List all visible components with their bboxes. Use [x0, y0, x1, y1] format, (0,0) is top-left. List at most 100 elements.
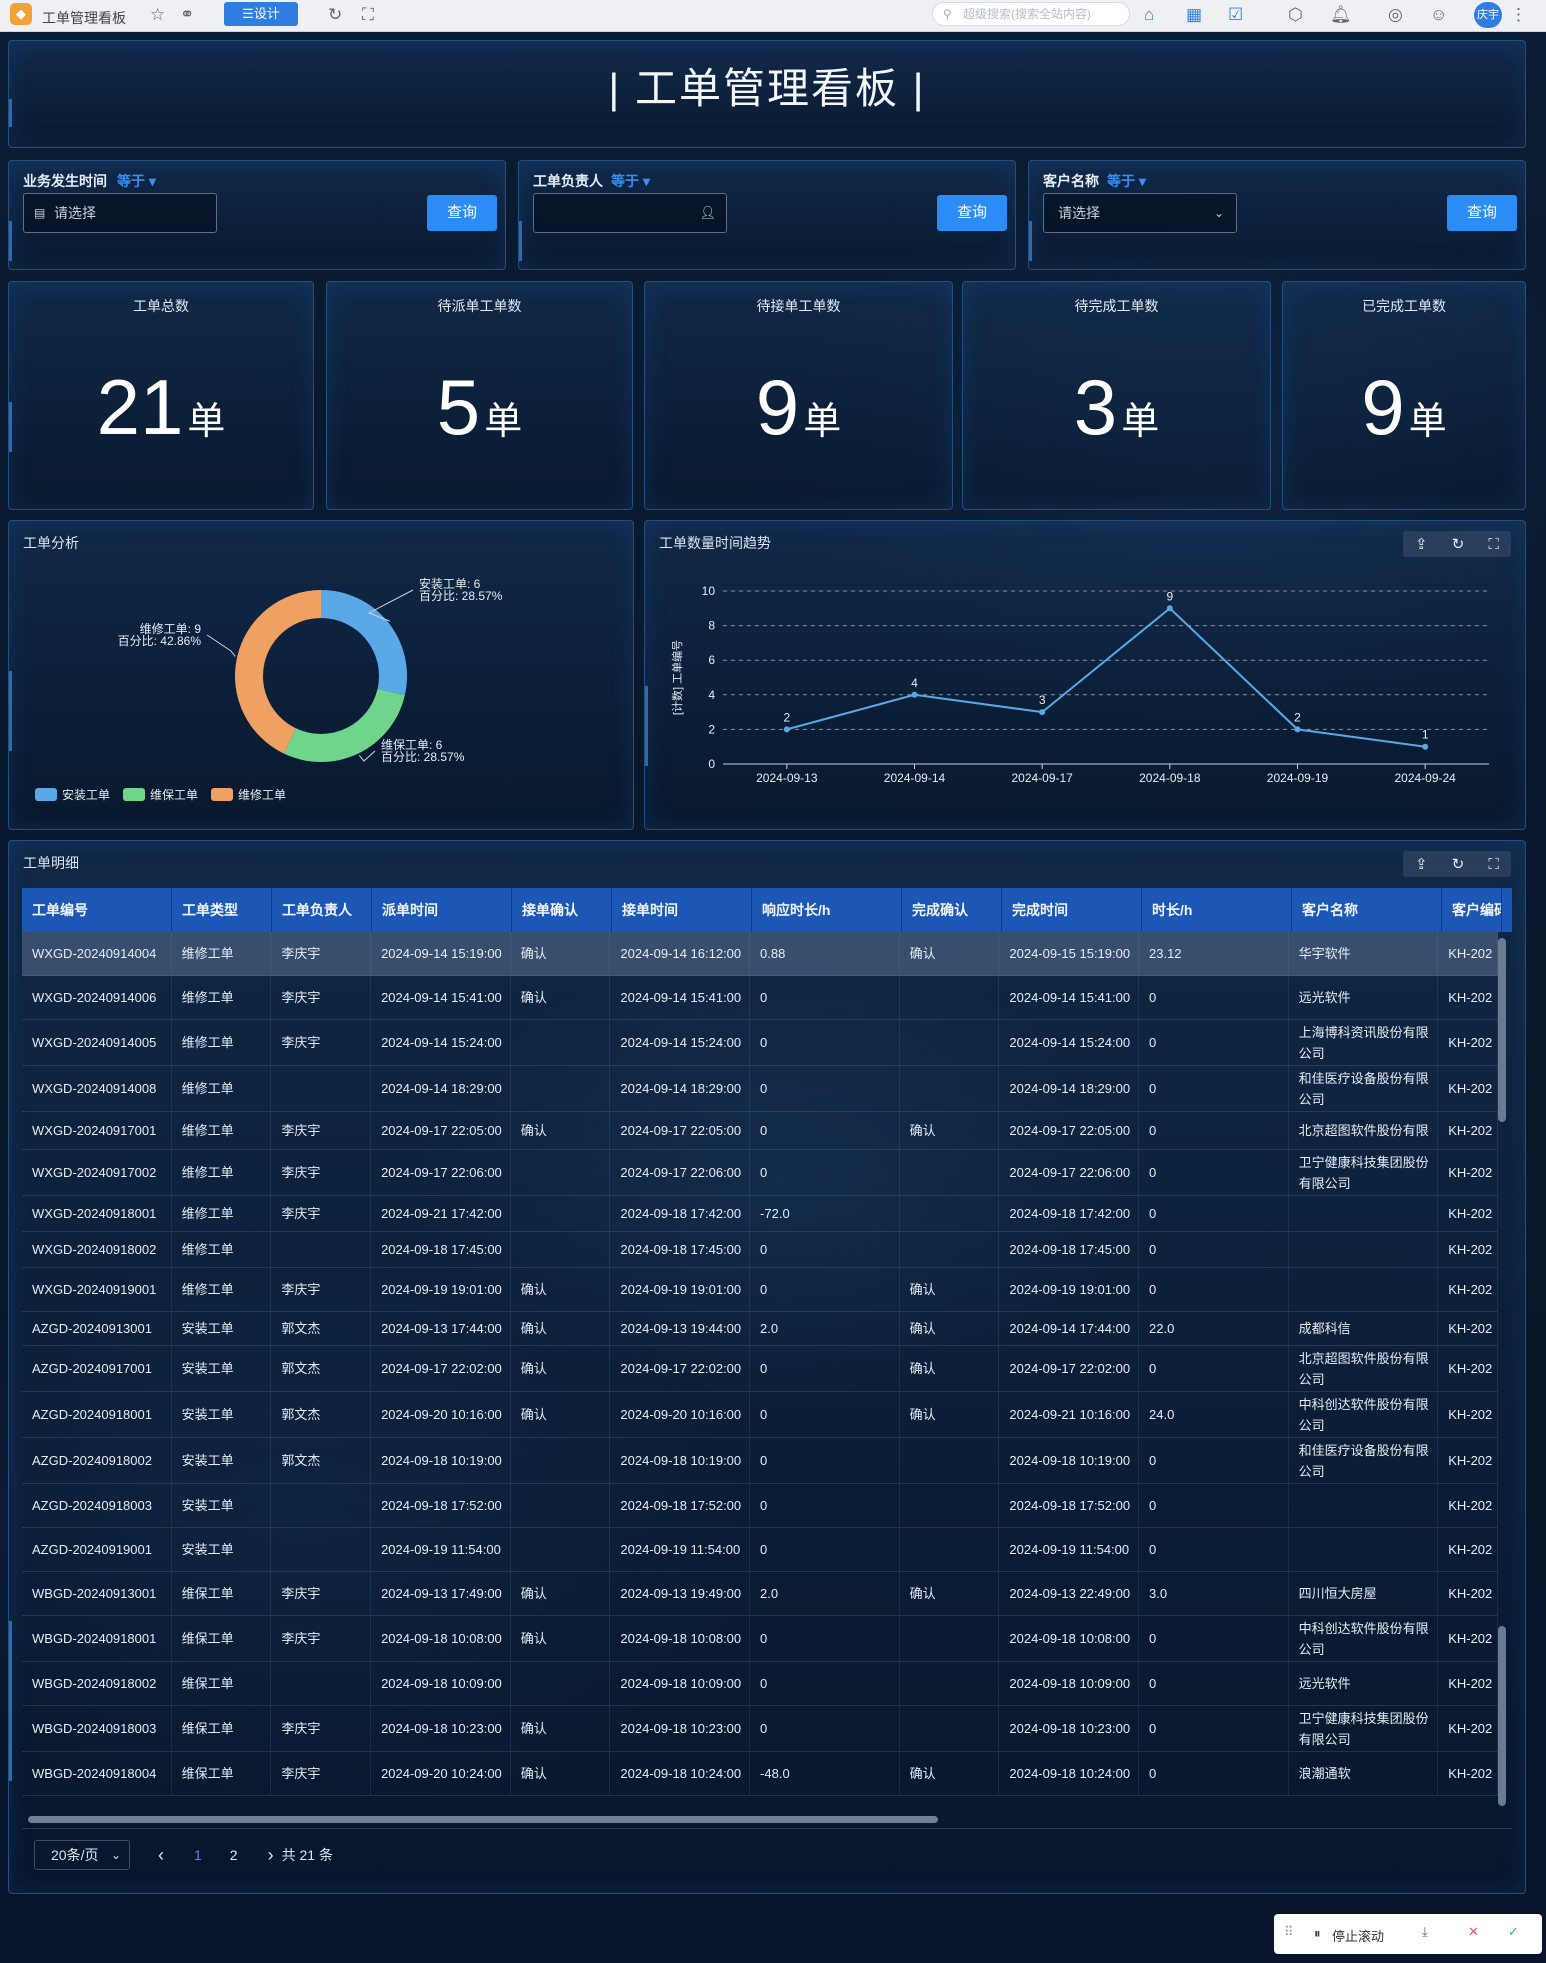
- table-row[interactable]: AZGD-20240917001 安装工单 郭文杰 2024-09-17 22:02:…: [22, 1346, 1499, 1392]
- table-row[interactable]: WXGD-20240914004 维修工单 李庆宇 2024-09-14 15:19:…: [22, 932, 1499, 976]
- legend-label[interactable]: 维保工单: [150, 788, 198, 802]
- table-row[interactable]: AZGD-20240918002 安装工单 郭文杰 2024-09-18 10:19:…: [22, 1438, 1499, 1484]
- star-icon[interactable]: ☆: [150, 5, 166, 24]
- data-point[interactable]: [783, 726, 790, 733]
- vertical-scrollbar[interactable]: [1498, 938, 1506, 1122]
- table-row[interactable]: WXGD-20240917001 维修工单 李庆宇 2024-09-17 22:05:…: [22, 1112, 1499, 1150]
- bell-icon[interactable]: 🔔︎: [1330, 5, 1352, 24]
- download-icon[interactable]: ⤓: [1422, 1924, 1428, 1939]
- table-row[interactable]: AZGD-20240918003 安装工单 2024-09-18 17:52:00 2…: [22, 1484, 1499, 1528]
- vertical-scrollbar-lower[interactable]: [1498, 1626, 1506, 1806]
- query-button[interactable]: 查询: [937, 195, 1007, 231]
- horizontal-scrollbar[interactable]: [28, 1816, 938, 1823]
- next-page-button[interactable]: ›: [267, 1844, 274, 1865]
- column-header[interactable]: 接单确认: [512, 888, 612, 932]
- customer-select[interactable]: 请选择 ⌄: [1043, 193, 1237, 233]
- page-1-button[interactable]: 1: [194, 1847, 202, 1863]
- legend-swatch[interactable]: [123, 788, 145, 801]
- table-cell: [511, 1020, 611, 1065]
- apps-icon[interactable]: ▦: [1186, 5, 1203, 24]
- table-row[interactable]: WBGD-20240918004 维保工单 李庆宇 2024-09-20 10:24:…: [22, 1752, 1499, 1796]
- query-button[interactable]: 查询: [1447, 195, 1517, 231]
- table-row[interactable]: WXGD-20240919001 维修工单 李庆宇 2024-09-19 19:01:…: [22, 1268, 1499, 1312]
- close-icon[interactable]: ✕: [1468, 1924, 1479, 1939]
- data-point[interactable]: [1294, 726, 1301, 733]
- pause-icon[interactable]: ⏸︎: [1314, 1926, 1321, 1941]
- table-row[interactable]: WXGD-20240917002 维修工单 李庆宇 2024-09-17 22:06:…: [22, 1150, 1499, 1196]
- cell-text: 卫宁健康科技集团股份有限公司: [1298, 1154, 1429, 1191]
- home-icon[interactable]: ⌂: [1144, 5, 1155, 24]
- link-icon[interactable]: ⚭: [180, 5, 195, 24]
- table-row[interactable]: WBGD-20240918002 维保工单 2024-09-18 10:09:00 2…: [22, 1662, 1499, 1706]
- column-header[interactable]: 完成确认: [902, 888, 1002, 932]
- column-header[interactable]: 工单负责人: [272, 888, 372, 932]
- global-search-input[interactable]: ⚲ 超级搜索(搜索全站内容): [932, 2, 1130, 26]
- export-icon[interactable]: ⇪: [1415, 536, 1428, 553]
- filter-operator[interactable]: 等于 ▾: [611, 173, 650, 189]
- data-point[interactable]: [1039, 709, 1046, 716]
- table-row[interactable]: WBGD-20240913001 维保工单 李庆宇 2024-09-13 17:49:…: [22, 1572, 1499, 1616]
- column-header[interactable]: 客户编码: [1442, 888, 1502, 932]
- owner-input[interactable]: 👤︎: [533, 193, 727, 233]
- table-cell: 2024-09-18 10:09:00: [999, 1662, 1139, 1705]
- data-point[interactable]: [911, 691, 918, 698]
- data-point[interactable]: [1422, 743, 1429, 750]
- more-icon[interactable]: ⋮: [1510, 5, 1527, 24]
- page-2-button[interactable]: 2: [229, 1847, 238, 1863]
- cell-text: WXGD-20240917001: [32, 1123, 157, 1138]
- table-row[interactable]: AZGD-20240918001 安装工单 郭文杰 2024-09-20 10:16:…: [22, 1392, 1499, 1438]
- user-icon[interactable]: ☺: [1430, 5, 1448, 24]
- table-row[interactable]: WXGD-20240914006 维修工单 李庆宇 2024-09-14 15:41:…: [22, 976, 1499, 1020]
- column-header[interactable]: 工单编号: [22, 888, 172, 932]
- column-header[interactable]: 客户名称: [1292, 888, 1442, 932]
- legend-label[interactable]: 安装工单: [62, 787, 110, 802]
- page-size-select[interactable]: 20条/页 ⌄: [34, 1840, 130, 1870]
- column-header[interactable]: 接单时间: [612, 888, 752, 932]
- fullscreen-icon[interactable]: ⛶: [362, 5, 374, 24]
- export-icon[interactable]: ⇪: [1415, 856, 1428, 873]
- column-header[interactable]: 完成时间: [1002, 888, 1142, 932]
- kpi-value: 21 单: [9, 362, 313, 453]
- data-point[interactable]: [1166, 605, 1173, 612]
- check-icon[interactable]: ✓: [1508, 1924, 1519, 1939]
- table-row[interactable]: AZGD-20240913001 安装工单 郭文杰 2024-09-13 17:44:…: [22, 1312, 1499, 1346]
- column-header[interactable]: 派单时间: [372, 888, 512, 932]
- design-button[interactable]: ☰设计: [224, 2, 298, 26]
- task-icon[interactable]: ☑: [1228, 5, 1244, 24]
- refresh-icon[interactable]: ↻: [1451, 536, 1465, 553]
- table-row[interactable]: WXGD-20240918002 维修工单 2024-09-18 17:45:00 2…: [22, 1232, 1499, 1268]
- donut-slice-3[interactable]: [235, 590, 321, 754]
- column-header[interactable]: 响应时长/h: [752, 888, 902, 932]
- table-row[interactable]: WBGD-20240918001 维保工单 李庆宇 2024-09-18 10:08:…: [22, 1616, 1499, 1662]
- legend-swatch[interactable]: [35, 788, 57, 801]
- user-picker-icon[interactable]: 👤︎: [699, 205, 716, 220]
- legend-label[interactable]: 维修工单: [238, 787, 286, 802]
- table-row[interactable]: AZGD-20240919001 安装工单 2024-09-19 11:54:00 2…: [22, 1528, 1499, 1572]
- table-row[interactable]: WXGD-20240918001 维修工单 李庆宇 2024-09-21 17:42:…: [22, 1196, 1499, 1232]
- column-header[interactable]: 时长/h: [1142, 888, 1292, 932]
- fullscreen-icon[interactable]: ⛶: [1488, 535, 1499, 553]
- refresh-icon[interactable]: ↻: [328, 5, 343, 24]
- table-row[interactable]: WXGD-20240914008 维修工单 2024-09-14 18:29:00 2…: [22, 1066, 1499, 1112]
- table-row[interactable]: WXGD-20240914005 维修工单 李庆宇 2024-09-14 15:24:…: [22, 1020, 1499, 1066]
- query-button[interactable]: 查询: [427, 195, 497, 231]
- table-cell: [271, 1662, 372, 1705]
- column-header[interactable]: 工单类型: [172, 888, 272, 932]
- cell-text: 2024-09-17 22:05:00: [381, 1123, 502, 1138]
- compass-icon[interactable]: ◎: [1388, 5, 1403, 24]
- drag-handle-icon[interactable]: ⠿: [1284, 1924, 1294, 1939]
- filter-operator[interactable]: 等于 ▾: [1107, 173, 1146, 189]
- avatar[interactable]: 庆宇: [1474, 2, 1502, 28]
- donut-slice-1[interactable]: [321, 590, 407, 696]
- prev-page-button[interactable]: ‹: [158, 1844, 164, 1865]
- tab-title[interactable]: 工单管理看板: [42, 10, 126, 26]
- stop-scroll-button[interactable]: 停止滚动: [1332, 1929, 1385, 1944]
- fullscreen-icon[interactable]: ⛶: [1488, 855, 1499, 873]
- legend-swatch[interactable]: [211, 788, 233, 801]
- refresh-icon[interactable]: ↻: [1451, 856, 1465, 873]
- shield-icon[interactable]: ⬡: [1288, 5, 1303, 24]
- date-picker-input[interactable]: ▤ 请选择: [23, 193, 217, 233]
- filter-operator[interactable]: 等于 ▾: [117, 173, 156, 189]
- table-row[interactable]: WBGD-20240918003 维保工单 李庆宇 2024-09-18 10:23:…: [22, 1706, 1499, 1752]
- donut-slice-2[interactable]: [283, 688, 405, 762]
